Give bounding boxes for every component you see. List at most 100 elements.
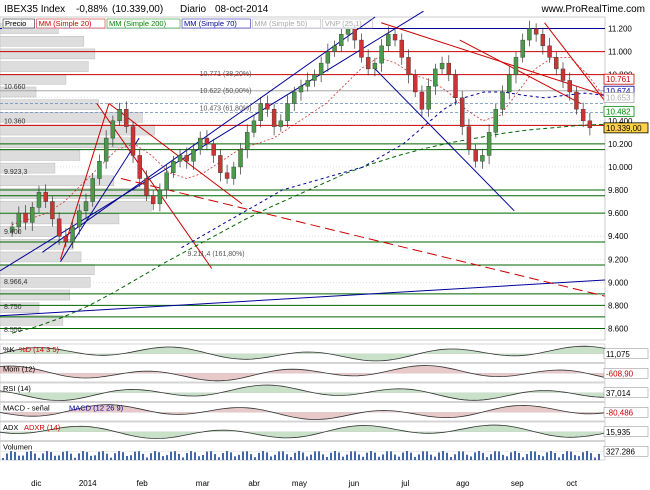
volume-profile-bar bbox=[0, 264, 95, 275]
volume-bar bbox=[322, 454, 324, 460]
candle-body bbox=[16, 212, 22, 228]
trendline bbox=[108, 103, 243, 205]
candle-body bbox=[466, 126, 472, 150]
volume-bar bbox=[170, 451, 172, 460]
candle-body bbox=[271, 109, 277, 127]
volume-bar bbox=[142, 453, 144, 460]
volume-profile bbox=[0, 23, 155, 326]
volume-bar bbox=[150, 453, 152, 460]
volume-bar bbox=[90, 455, 92, 460]
volume-bar bbox=[158, 452, 160, 460]
candle-body bbox=[365, 57, 371, 70]
volume-bar bbox=[394, 454, 396, 460]
candle-body bbox=[184, 155, 189, 162]
volume-profile-bar bbox=[0, 251, 82, 263]
legend: Precio MM (Simple 20) MM (Simple 200) MM (S… bbox=[2, 18, 374, 29]
candle-body bbox=[480, 155, 485, 162]
volume-bar bbox=[558, 457, 560, 460]
candle-body bbox=[392, 34, 398, 41]
candle-body bbox=[70, 226, 75, 243]
indicator-fill bbox=[0, 425, 605, 439]
volume-bar bbox=[526, 454, 528, 460]
volume-bar bbox=[110, 457, 112, 460]
ma70-line bbox=[181, 91, 606, 249]
candle-body bbox=[312, 74, 317, 81]
volume-bar bbox=[530, 451, 532, 460]
volume-profile-bar bbox=[0, 315, 64, 326]
volume-bar bbox=[302, 452, 304, 460]
volume-profile-bar bbox=[0, 226, 62, 237]
y-tick-label: 8.600 bbox=[608, 324, 629, 333]
volume-bar bbox=[218, 457, 220, 460]
x-tick-label: mar bbox=[196, 479, 210, 488]
candle-body bbox=[500, 91, 505, 110]
indicator-value-box bbox=[603, 407, 649, 418]
candle-body bbox=[137, 155, 142, 179]
candle-body bbox=[103, 137, 109, 162]
indicator-label: MACD (12 26 9) bbox=[69, 404, 124, 413]
volume-bar bbox=[262, 451, 264, 460]
volume-bar bbox=[422, 451, 424, 460]
y-tick-label: 9.200 bbox=[608, 255, 629, 264]
volume-bar bbox=[562, 453, 564, 460]
fib-label: 9.211,4 (161,80%) bbox=[188, 251, 245, 258]
volume-bar bbox=[182, 457, 184, 460]
legend-box bbox=[36, 18, 106, 29]
trendline bbox=[459, 39, 582, 104]
candle-body bbox=[110, 120, 116, 139]
volume-bar bbox=[26, 451, 28, 460]
volume-bar bbox=[358, 454, 360, 460]
volume-bar bbox=[362, 456, 364, 460]
volume-bar bbox=[582, 452, 584, 460]
candle-body bbox=[325, 51, 331, 64]
level-label: 8.750 bbox=[4, 304, 22, 311]
legend-box bbox=[2, 18, 35, 29]
volume-bar bbox=[6, 453, 8, 460]
volume-bar bbox=[486, 457, 488, 460]
candle-body bbox=[204, 137, 210, 145]
y-tick-label: 11.200 bbox=[608, 25, 632, 34]
candle-body bbox=[406, 57, 411, 75]
value-badge bbox=[603, 122, 649, 134]
volume-bar bbox=[2, 458, 4, 460]
volume-bar bbox=[38, 457, 40, 460]
volume-bar bbox=[594, 457, 596, 460]
candle-body bbox=[359, 39, 364, 58]
indicator-value-box bbox=[603, 446, 649, 457]
candle-body bbox=[150, 195, 156, 205]
date: 08-oct-2014 bbox=[215, 4, 269, 15]
volume-bar bbox=[178, 453, 180, 460]
legend-box bbox=[181, 18, 251, 29]
volume-profile-bar bbox=[0, 35, 85, 47]
volume-bar bbox=[542, 456, 544, 460]
candle-body bbox=[83, 201, 89, 211]
legend-item: MM (Simple 20) bbox=[39, 19, 92, 28]
legend-item: MM (Simple 50) bbox=[254, 19, 307, 28]
indicator-line bbox=[0, 365, 606, 382]
volume-bar bbox=[354, 451, 356, 460]
candle-body bbox=[258, 103, 263, 122]
volume-profile-bar bbox=[0, 175, 115, 187]
volume-bar bbox=[346, 454, 348, 460]
trendline bbox=[0, 279, 606, 317]
volume-bar bbox=[50, 452, 52, 460]
volume-profile-bar bbox=[0, 150, 81, 161]
volume-bar bbox=[298, 451, 300, 460]
indicator-name: RSI (14) bbox=[3, 384, 31, 393]
candle-body bbox=[580, 109, 586, 122]
indicator-line bbox=[0, 345, 606, 362]
volume-bar bbox=[494, 451, 496, 460]
volume-bar bbox=[578, 456, 580, 460]
volume-bar bbox=[14, 451, 16, 460]
legend-bg bbox=[2, 18, 357, 29]
x-tick-label: feb bbox=[137, 479, 149, 488]
volume-bar bbox=[290, 457, 292, 460]
candle-body bbox=[171, 160, 176, 173]
indicator-value: 37,014 bbox=[606, 389, 631, 398]
volume-bar bbox=[226, 451, 228, 460]
volume-bar bbox=[186, 453, 188, 460]
x-tick-label: jul bbox=[400, 479, 409, 488]
volume-bar bbox=[474, 452, 476, 460]
volume-profile-bar bbox=[0, 239, 74, 250]
candle-body bbox=[567, 80, 572, 93]
